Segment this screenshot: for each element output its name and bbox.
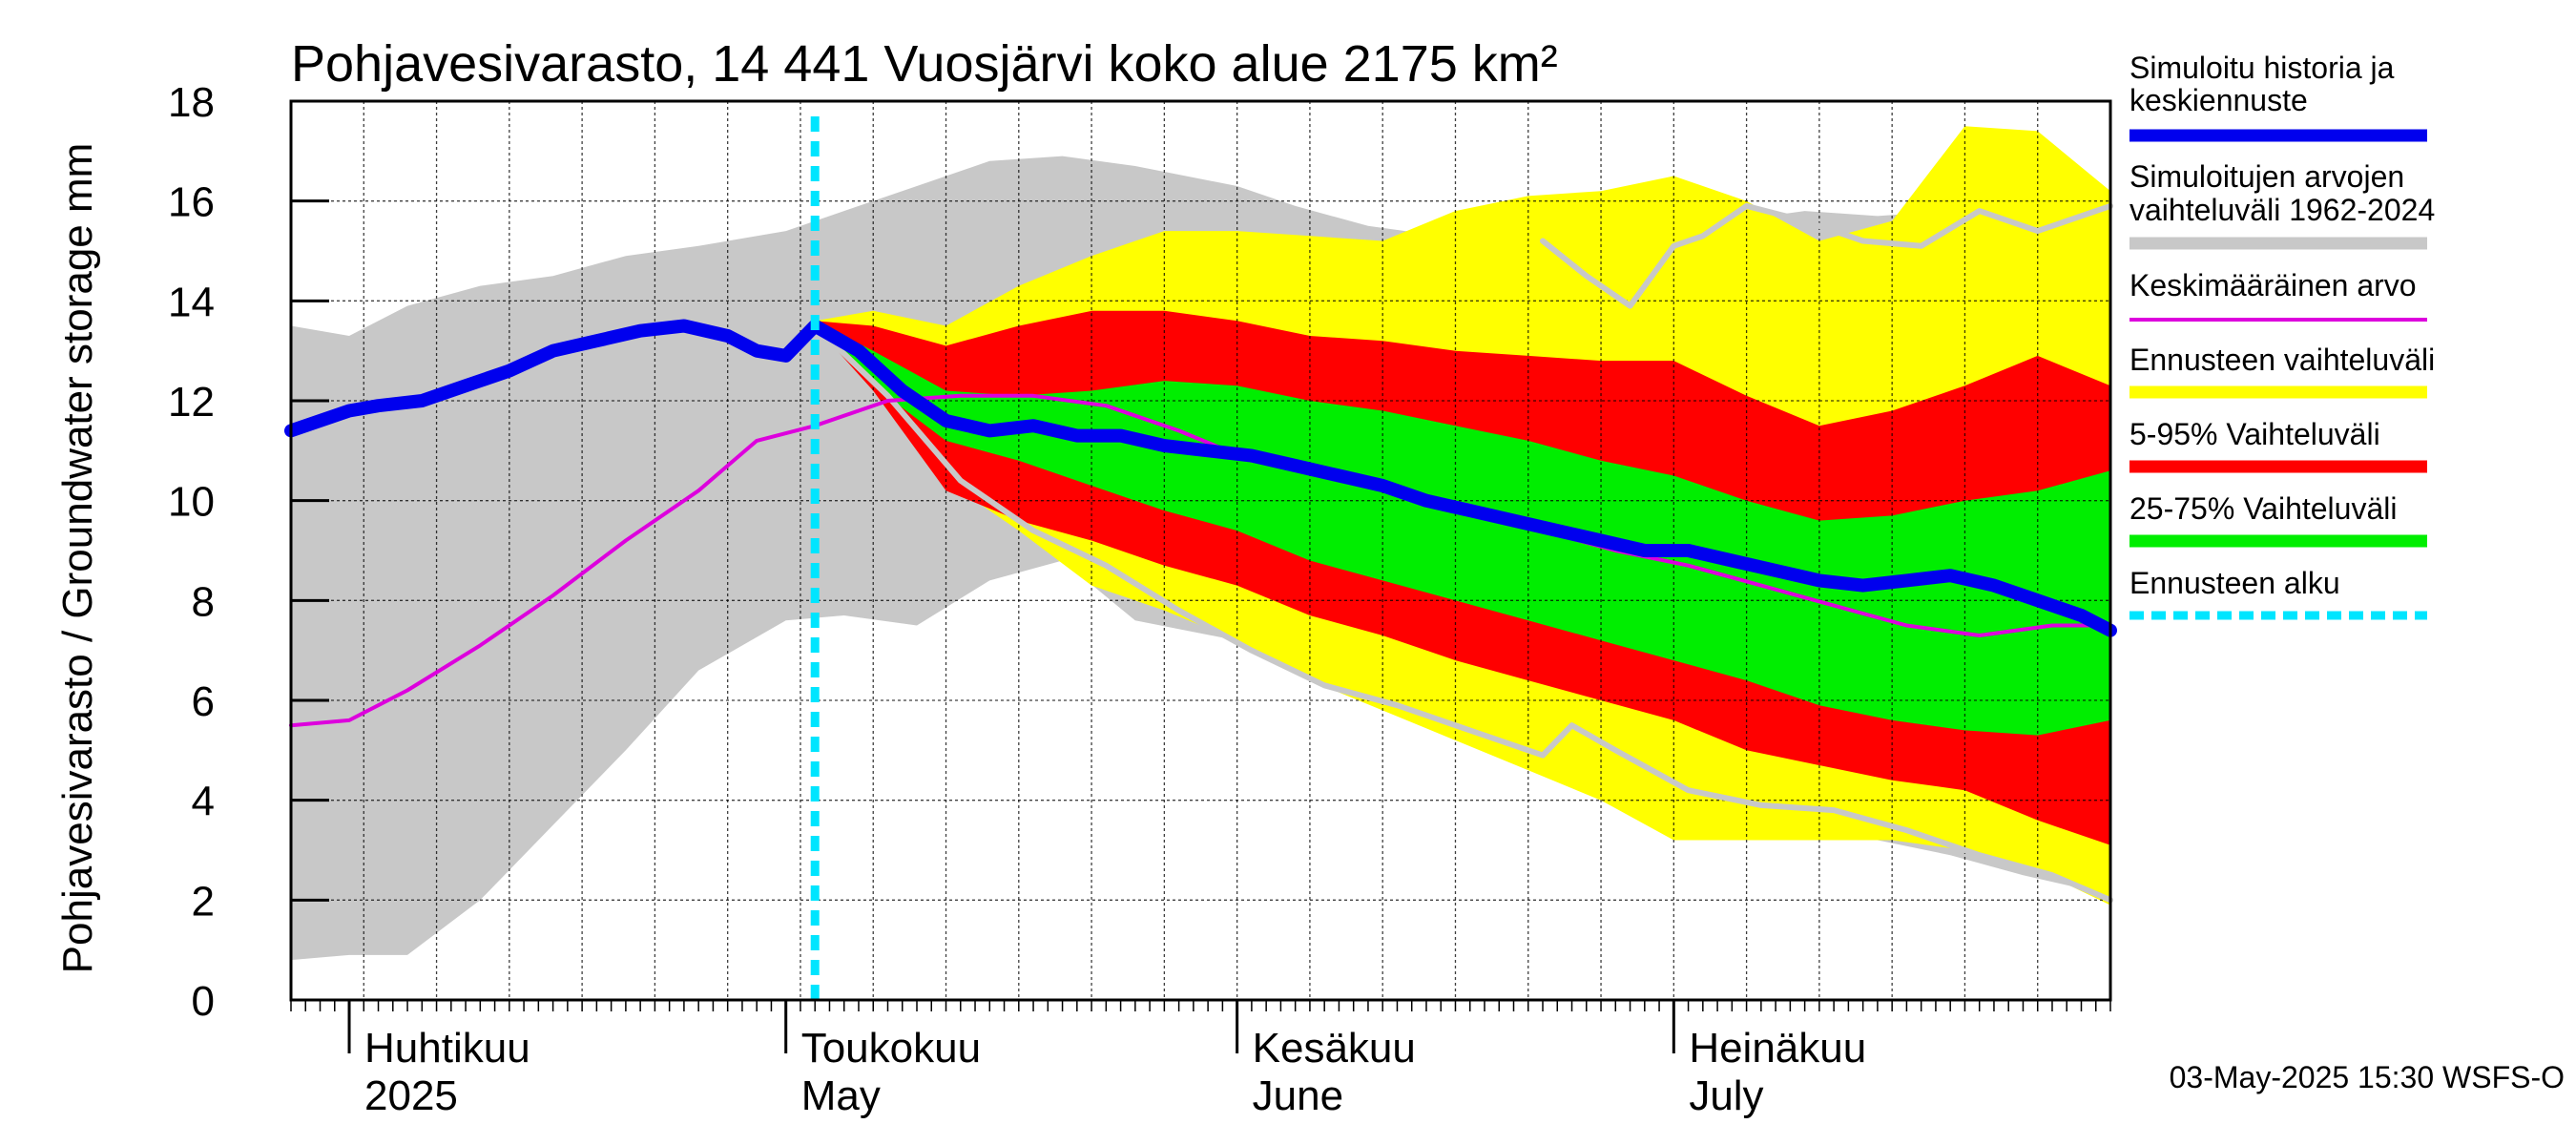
historical-upper-line bbox=[1540, 202, 2113, 309]
mean-line bbox=[289, 393, 2112, 728]
legend-label-start: Ennusteen alku bbox=[2129, 566, 2340, 600]
x-month-label: Heinäkuu bbox=[1689, 1025, 1866, 1072]
legend-label-hist-line2: vaihteluväli 1962-2024 bbox=[2129, 193, 2435, 227]
historical-median-line bbox=[812, 323, 2113, 904]
timestamp: 03-May-2025 15:30 WSFS-O bbox=[2170, 1060, 2565, 1094]
y-axis-label: Pohjavesivarasto / Groundwater storage m… bbox=[54, 143, 101, 974]
y-tick-label: 16 bbox=[168, 179, 215, 226]
legend-label-mean: Keskimääräinen arvo bbox=[2129, 268, 2417, 302]
legend-label-p2575: 25-75% Vaihteluväli bbox=[2129, 491, 2397, 526]
x-month-label: Toukokuu bbox=[801, 1025, 981, 1072]
y-tick-label: 10 bbox=[168, 479, 215, 526]
y-tick-label: 8 bbox=[192, 578, 215, 625]
x-month-sublabel: June bbox=[1253, 1072, 1343, 1119]
x-month-label: Huhtikuu bbox=[364, 1025, 530, 1072]
x-month-label: Kesäkuu bbox=[1253, 1025, 1416, 1072]
y-tick-label: 14 bbox=[168, 279, 215, 325]
chart-title: Pohjavesivarasto, 14 441 Vuosjärvi koko … bbox=[291, 35, 1558, 93]
x-month-sublabel: July bbox=[1689, 1072, 1763, 1119]
y-tick-label: 2 bbox=[192, 878, 215, 925]
legend-label-sim-line2: keskiennuste bbox=[2129, 83, 2308, 117]
plot-frame bbox=[289, 99, 2112, 1002]
simulated-line bbox=[284, 319, 2117, 637]
band-layer bbox=[291, 126, 2111, 961]
y-tick-label: 6 bbox=[192, 678, 215, 725]
legend-label-p595: 5-95% Vaihteluväli bbox=[2129, 417, 2380, 451]
y-tick-label: 18 bbox=[168, 79, 215, 126]
x-month-sublabel: May bbox=[801, 1072, 881, 1119]
y-tick-label: 4 bbox=[192, 779, 215, 825]
percentile-25-75-band bbox=[815, 321, 2111, 736]
legend-label-sim: Simuloitu historia ja bbox=[2129, 51, 2395, 85]
x-month-sublabel: 2025 bbox=[364, 1072, 458, 1119]
line-layer bbox=[284, 116, 2117, 1000]
y-tick-label: 12 bbox=[168, 379, 215, 426]
legend-label-hist: Simuloitujen arvojen bbox=[2129, 159, 2404, 194]
y-tick-label: 0 bbox=[192, 978, 215, 1025]
legend-label-fc: Ennusteen vaihteluväli bbox=[2129, 343, 2435, 377]
